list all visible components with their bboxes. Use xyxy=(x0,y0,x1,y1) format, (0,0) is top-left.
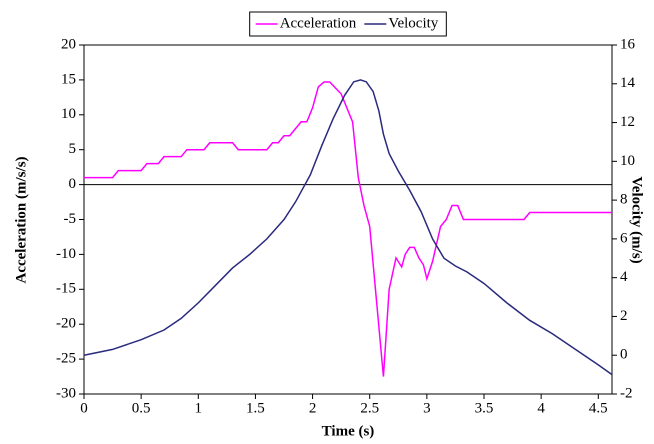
legend-label: Velocity xyxy=(388,15,438,31)
y2-tick-label: 10 xyxy=(620,153,635,169)
x-tick-label: 3 xyxy=(423,400,431,416)
y-tick-label: 5 xyxy=(69,141,77,157)
y-axis-label: Acceleration (m/s/s) xyxy=(13,156,29,283)
x-tick-label: 1 xyxy=(195,400,203,416)
legend-label: Acceleration xyxy=(280,15,357,31)
y-tick-label: -30 xyxy=(56,385,76,401)
x-tick-label: 0.5 xyxy=(132,400,151,416)
y2-tick-label: 12 xyxy=(620,114,635,130)
y2-tick-label: 2 xyxy=(620,308,628,324)
x-tick-label: 2.5 xyxy=(360,400,379,416)
y-tick-label: -15 xyxy=(56,281,76,297)
x-axis-label: Time (s) xyxy=(322,423,375,439)
y-tick-label: -5 xyxy=(64,211,77,227)
y-tick-label: 10 xyxy=(61,106,76,122)
y2-tick-label: -2 xyxy=(620,385,633,401)
x-tick-label: 4.5 xyxy=(589,400,608,416)
y2-tick-label: 0 xyxy=(620,347,628,363)
series-line xyxy=(84,81,612,377)
x-tick-label: 1.5 xyxy=(246,400,265,416)
y-tick-label: -25 xyxy=(56,351,76,367)
x-tick-label: 4 xyxy=(537,400,545,416)
legend: Acceleration Velocity xyxy=(249,11,447,37)
y-tick-label: 15 xyxy=(61,71,76,87)
y-tick-label: 20 xyxy=(61,36,76,52)
legend-box xyxy=(249,11,447,37)
y2-tick-label: 4 xyxy=(620,269,628,285)
x-tick-label: 0 xyxy=(80,400,88,416)
y2-tick-label: 8 xyxy=(620,192,628,208)
x-tick-label: 3.5 xyxy=(475,400,494,416)
series-line xyxy=(83,79,613,376)
y-tick-label: -20 xyxy=(56,316,76,332)
y-tick-label: 0 xyxy=(69,176,77,192)
x-tick-label: 2 xyxy=(309,400,317,416)
y2-tick-label: 14 xyxy=(620,75,636,91)
y2-tick-label: 6 xyxy=(620,230,628,246)
y2-axis-label: Velocity (m/s) xyxy=(629,176,645,263)
y-tick-label: -10 xyxy=(56,246,76,262)
y2-tick-label: 16 xyxy=(620,36,636,52)
